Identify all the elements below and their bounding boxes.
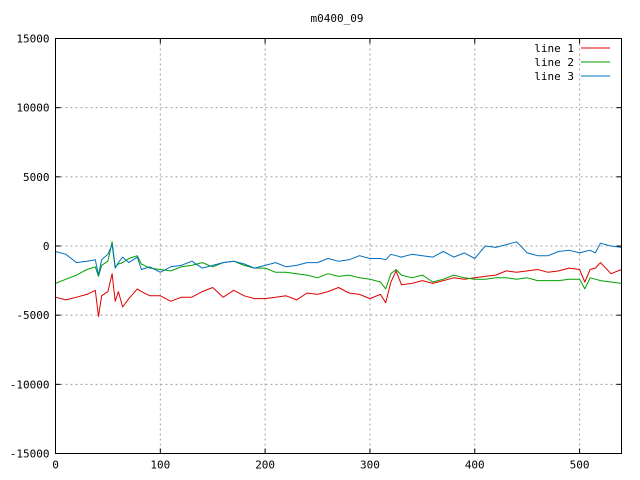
axes: 0 100 200 300 400 500 -15000 -10000 -5000 0 5000 10… — [10, 33, 622, 472]
series-line-1 — [55, 262, 622, 317]
y-tick-label: -10000 — [10, 378, 50, 391]
legend-label-3: line 3 — [534, 70, 574, 83]
series-line-2 — [55, 241, 622, 290]
chart-title: m0400_09 — [311, 12, 364, 25]
legend-label-1: line 1 — [534, 42, 574, 55]
series-line-3 — [55, 241, 622, 276]
x-tick-label: 300 — [360, 459, 380, 472]
plot-frame — [55, 38, 622, 454]
y-tick-label: 5000 — [23, 171, 50, 184]
x-tick-label: 200 — [255, 459, 275, 472]
legend-label-2: line 2 — [534, 56, 574, 69]
series-group — [55, 241, 622, 317]
x-tick-label: 500 — [570, 459, 590, 472]
y-tick-label: 10000 — [16, 102, 49, 115]
y-tick-label: 0 — [43, 240, 50, 253]
x-tick-label: 100 — [150, 459, 170, 472]
grid — [55, 38, 622, 454]
y-tick-label: 15000 — [16, 33, 49, 46]
y-tick-label: -5000 — [16, 309, 49, 322]
y-tick-label: -15000 — [10, 448, 50, 461]
x-tick-label: 0 — [52, 459, 59, 472]
x-tick-label: 400 — [465, 459, 485, 472]
